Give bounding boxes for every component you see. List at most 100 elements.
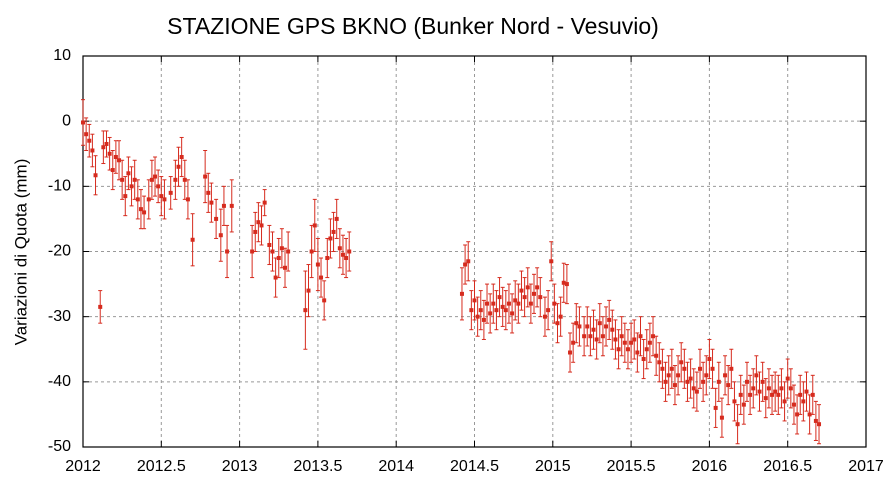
marker bbox=[613, 337, 618, 342]
data-point bbox=[647, 322, 652, 363]
marker bbox=[146, 197, 151, 202]
marker bbox=[84, 132, 89, 137]
data-point bbox=[542, 296, 547, 337]
marker bbox=[331, 229, 336, 234]
marker bbox=[647, 340, 652, 345]
data-point bbox=[185, 179, 190, 220]
marker bbox=[126, 171, 131, 176]
marker bbox=[253, 229, 258, 234]
data-point bbox=[253, 211, 258, 252]
marker bbox=[577, 324, 582, 329]
data-point bbox=[641, 338, 646, 380]
data-point bbox=[804, 371, 809, 412]
marker bbox=[795, 412, 800, 417]
data-point bbox=[218, 208, 223, 262]
data-point bbox=[120, 159, 125, 200]
data-point bbox=[619, 316, 624, 357]
marker bbox=[173, 177, 178, 182]
marker bbox=[622, 340, 627, 345]
data-point bbox=[610, 309, 615, 350]
data-point bbox=[214, 198, 219, 239]
data-point bbox=[87, 123, 92, 158]
marker bbox=[763, 396, 768, 401]
marker bbox=[754, 373, 759, 378]
data-point bbox=[331, 211, 336, 252]
marker bbox=[552, 301, 557, 306]
marker bbox=[159, 194, 164, 199]
marker bbox=[770, 392, 775, 397]
marker bbox=[344, 256, 349, 261]
data-point bbox=[688, 358, 693, 399]
marker bbox=[256, 220, 261, 225]
data-point bbox=[337, 228, 342, 269]
data-point bbox=[481, 299, 486, 340]
data-point bbox=[669, 348, 674, 389]
marker bbox=[660, 366, 665, 371]
marker bbox=[546, 308, 551, 313]
marker bbox=[123, 194, 128, 199]
data-point bbox=[597, 303, 602, 344]
data-point bbox=[552, 283, 557, 324]
marker bbox=[315, 262, 320, 267]
data-point bbox=[129, 166, 134, 207]
data-point bbox=[546, 290, 551, 331]
marker bbox=[138, 207, 143, 212]
data-point bbox=[719, 397, 724, 438]
marker bbox=[685, 379, 690, 384]
marker bbox=[779, 386, 784, 391]
marker bbox=[666, 373, 671, 378]
data-point bbox=[176, 146, 181, 187]
marker bbox=[672, 383, 677, 388]
marker bbox=[283, 265, 288, 270]
data-point bbox=[98, 290, 103, 324]
marker bbox=[817, 422, 822, 427]
marker bbox=[309, 249, 314, 254]
marker bbox=[475, 314, 480, 319]
marker bbox=[798, 392, 803, 397]
marker bbox=[110, 168, 115, 173]
marker bbox=[153, 174, 158, 179]
data-point bbox=[306, 264, 311, 318]
marker bbox=[497, 295, 502, 300]
data-point bbox=[795, 394, 800, 435]
marker bbox=[306, 288, 311, 293]
data-point bbox=[101, 130, 106, 165]
marker bbox=[619, 334, 624, 339]
data-point bbox=[81, 99, 85, 146]
marker bbox=[337, 246, 342, 251]
marker bbox=[629, 340, 634, 345]
marker bbox=[132, 177, 137, 182]
marker bbox=[101, 145, 106, 150]
marker bbox=[625, 347, 630, 352]
data-point bbox=[760, 361, 765, 402]
data-point bbox=[791, 384, 796, 425]
marker bbox=[322, 298, 327, 303]
x-tick-label: 2014 bbox=[378, 458, 414, 475]
marker bbox=[591, 327, 596, 332]
marker bbox=[168, 190, 173, 195]
marker bbox=[782, 399, 787, 404]
data-point bbox=[472, 280, 477, 321]
marker bbox=[466, 259, 471, 264]
marker bbox=[319, 275, 324, 280]
marker bbox=[225, 249, 230, 254]
marker bbox=[516, 301, 521, 306]
marker bbox=[117, 158, 122, 163]
marker bbox=[190, 237, 195, 242]
data-point bbox=[126, 156, 131, 191]
marker bbox=[726, 383, 731, 388]
marker bbox=[135, 197, 140, 202]
marker bbox=[98, 304, 103, 309]
data-point bbox=[694, 371, 699, 412]
marker bbox=[259, 223, 264, 228]
data-point bbox=[491, 283, 496, 324]
marker bbox=[597, 321, 602, 326]
data-point bbox=[735, 404, 740, 445]
data-point bbox=[156, 169, 161, 204]
data-point bbox=[632, 319, 637, 360]
marker bbox=[334, 216, 339, 221]
marker bbox=[214, 216, 219, 221]
data-point bbox=[629, 322, 634, 363]
marker bbox=[542, 314, 547, 319]
data-point bbox=[679, 342, 684, 383]
